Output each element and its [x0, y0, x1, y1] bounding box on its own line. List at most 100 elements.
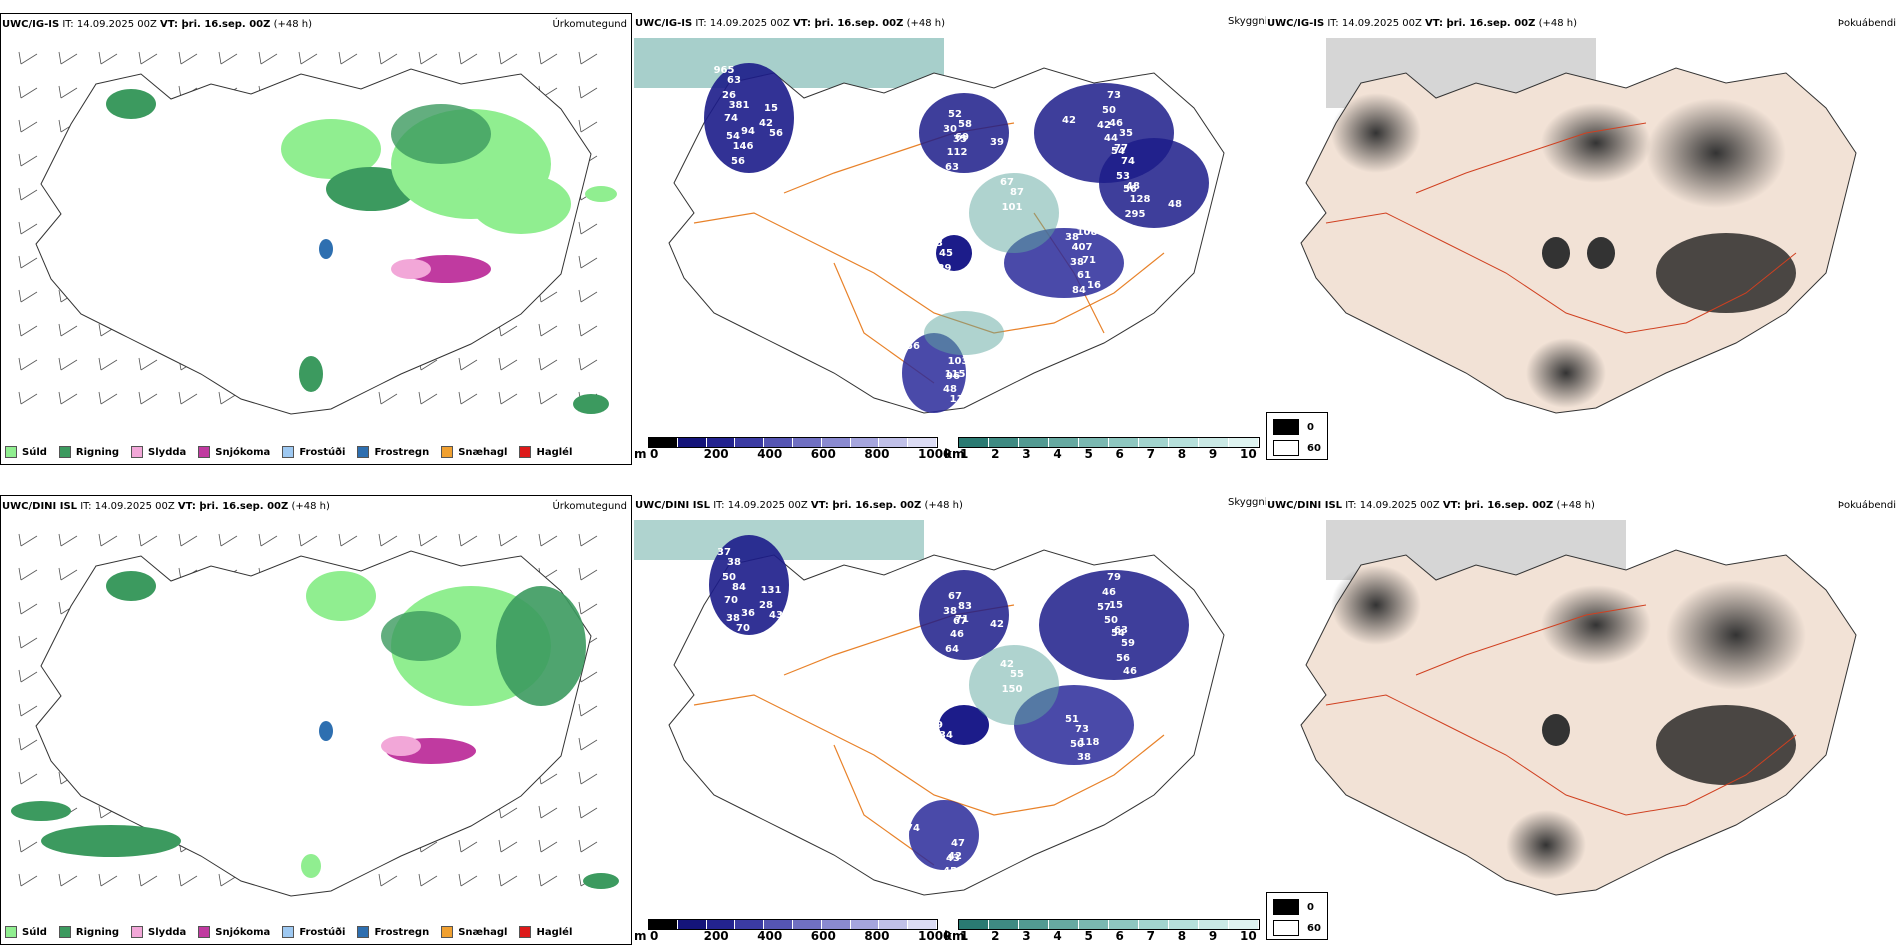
colorbar-tick: 1000 [918, 447, 952, 461]
cloud-height-label: 131 [761, 585, 782, 596]
wind-barb [540, 325, 558, 337]
legend-label: Haglél [536, 446, 573, 458]
wind-barb [20, 393, 38, 405]
wind-barb [60, 53, 78, 65]
wind-barb-tick [458, 839, 462, 853]
wind-barb [180, 875, 198, 887]
wind-barb-tick [18, 873, 22, 887]
colorbar-cell [706, 920, 736, 929]
panel-header: UWC/IG-IS IT: 14.09.2025 00Z VT: þri. 16… [635, 18, 945, 29]
legend-swatch [198, 926, 211, 938]
wind-barb [220, 53, 238, 65]
cloud-height-label: 45 [943, 866, 957, 877]
fog-legend-swatch [1273, 440, 1299, 456]
legend-swatch [519, 926, 532, 938]
wind-barb [60, 535, 78, 547]
colorbar-cell [1019, 438, 1049, 447]
wind-barb [580, 841, 598, 853]
cloud-height-label: 38 [943, 606, 957, 617]
colorbar-cell [850, 920, 880, 929]
wind-barb [100, 359, 118, 371]
legend-label: Haglél [536, 926, 573, 938]
wind-barb [140, 535, 158, 547]
cloud-height-label: 15 [1109, 600, 1123, 611]
wind-barb [60, 87, 78, 99]
cloud-height-label: 26 [722, 90, 736, 101]
cloud-height-label: 93 [1168, 681, 1182, 692]
wind-barb-tick [378, 51, 382, 65]
wind-barb [20, 359, 38, 371]
wind-barb-tick [578, 771, 582, 785]
wind-barb [20, 841, 38, 853]
colorbar-tick: 800 [864, 929, 890, 943]
panel-header: UWC/DINI ISL IT: 14.09.2025 00Z VT: þri.… [1267, 500, 1595, 511]
colorbar-cell [1049, 438, 1079, 447]
wind-barb-tick [138, 873, 142, 887]
cloud-height-label: 39 [929, 720, 943, 731]
cloud-height-label: 56 [769, 128, 783, 139]
colorbar-cell [1139, 438, 1169, 447]
wind-barb [460, 875, 478, 887]
colorbar-cell [1169, 920, 1199, 929]
wind-barb-tick [458, 533, 462, 547]
cloud-height-label: 96 [946, 371, 960, 382]
cloud-height-labels: 965 42 54 30 39 42 44 54 48 38 84 43 96 48 67 26 15 56 52 6… [714, 65, 1182, 405]
wind-barb [140, 359, 158, 371]
wind-barb-tick [458, 873, 462, 887]
wind-barb-tick [178, 391, 182, 405]
wind-barb [180, 535, 198, 547]
cloud-height-label: 38 [1077, 752, 1091, 763]
colorbar-cell [649, 438, 678, 447]
cloud-height-label: 74 [724, 113, 738, 124]
colorbar-cell [1019, 920, 1049, 929]
wind-barb [20, 87, 38, 99]
precip-type-map [18, 51, 617, 415]
colorbar-cell [1229, 920, 1259, 929]
wind-barb-tick [578, 737, 582, 751]
wind-barb-tick [178, 51, 182, 65]
fog-legend: 0 60 [1266, 412, 1328, 460]
colorbar-cell [959, 920, 989, 929]
wind-barb-tick [138, 533, 142, 547]
fog-legend-swatch [1273, 899, 1299, 915]
wind-barb [340, 535, 358, 547]
cloud-height-label: 48 [1168, 199, 1182, 210]
cloud-height-label: 87 [1010, 187, 1024, 198]
wind-barb [20, 671, 38, 683]
colorbar-tick: 10 [1240, 447, 1257, 461]
cloud-height-label: 42 [759, 118, 773, 129]
wind-barb [60, 569, 78, 581]
colorbar-tick: 4 [1053, 929, 1062, 943]
cloud-height-label: 71 [955, 614, 969, 625]
cloud-height-label: 38 [726, 613, 740, 624]
precip-type-map [11, 533, 619, 897]
legend-swatch [5, 926, 17, 938]
wind-barb-tick [418, 391, 422, 405]
fog-shading [1331, 565, 1806, 880]
wind-barb [20, 739, 38, 751]
wind-barb [540, 393, 558, 405]
precip-legend: Súld Rigning Slydda Snjókoma Frostúði Frostre… [5, 446, 572, 458]
legend-item: Frostregn [357, 446, 429, 458]
cloud-height-label: 63 [727, 75, 741, 86]
colorbar-tick: 0 [650, 929, 659, 943]
wind-barb [380, 53, 398, 65]
wind-barb-tick [538, 839, 542, 853]
legend-label: Rigning [75, 446, 120, 458]
cloud-height-label: 69 [955, 132, 969, 143]
colorbar-cell [959, 438, 989, 447]
fog-legend-label: 60 [1307, 442, 1321, 454]
cloud-height-label: 101 [1002, 202, 1023, 213]
wind-barb [420, 841, 438, 853]
wind-barb-tick [178, 873, 182, 887]
legend-item: Snjókoma [198, 446, 270, 458]
cloud-height-label: 70 [724, 595, 738, 606]
cloud-height-label: 63 [945, 162, 959, 173]
colorbar-tick: 8 [1177, 929, 1187, 943]
wind-barb [220, 535, 238, 547]
cloud-height-label: 37 [717, 547, 731, 558]
wind-barb-tick [538, 51, 542, 65]
colorbar-cell [1139, 920, 1169, 929]
cloud-height-label: 50 [1070, 739, 1084, 750]
fog-legend-label: 60 [1307, 922, 1321, 934]
